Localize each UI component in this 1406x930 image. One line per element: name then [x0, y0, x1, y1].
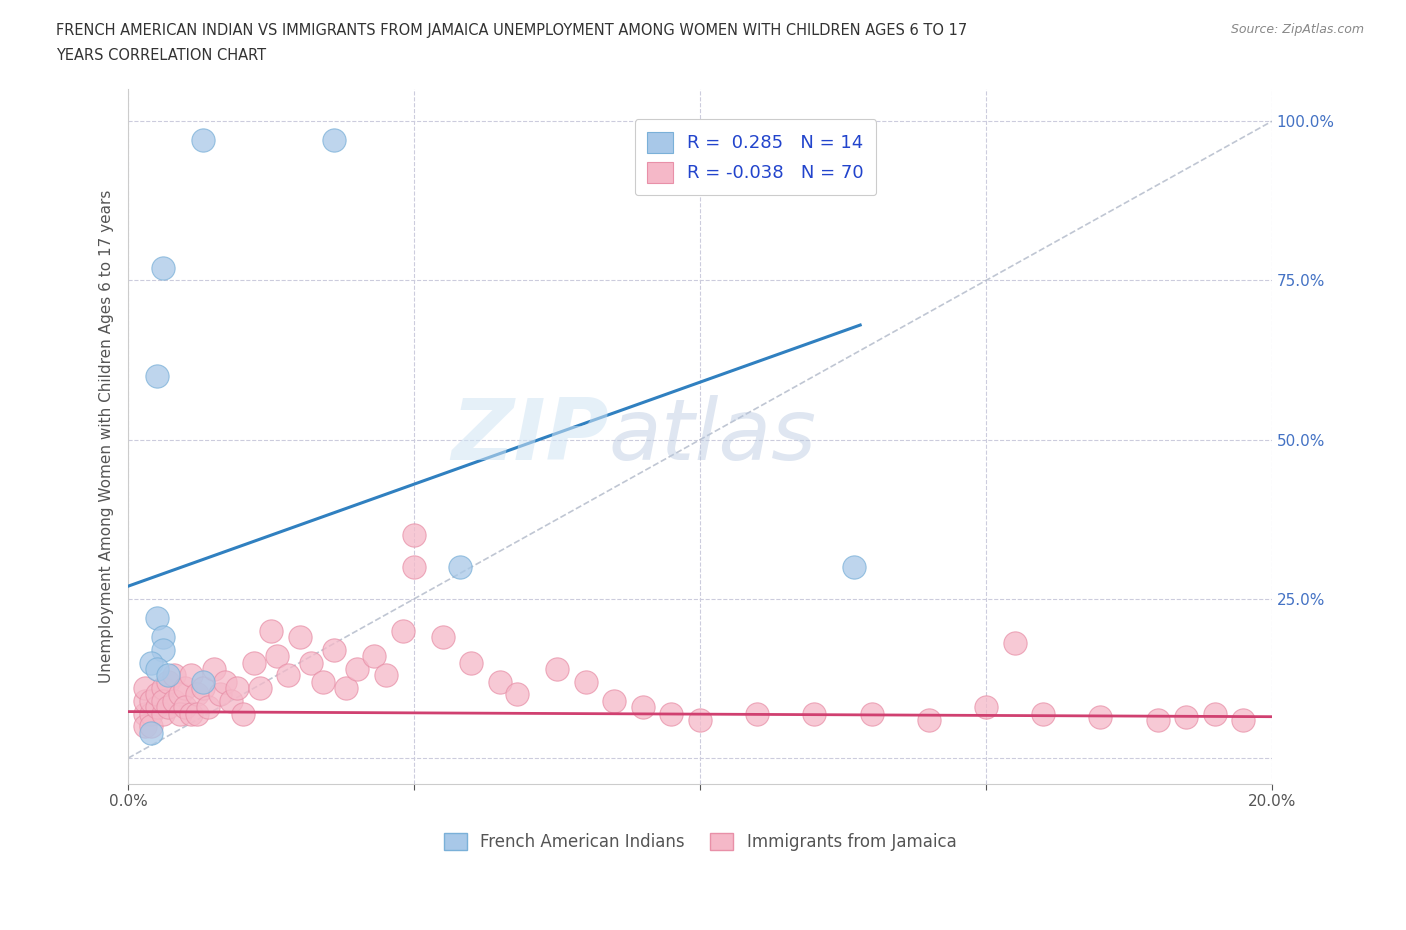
Point: [374, 668, 396, 683]
Point: [152, 694, 174, 709]
Point: [219, 694, 242, 709]
Point: [1146, 712, 1168, 727]
Point: [1004, 636, 1026, 651]
Point: [208, 687, 231, 702]
Point: [139, 719, 162, 734]
Point: [404, 527, 426, 542]
Point: [323, 643, 346, 658]
Point: [202, 661, 225, 676]
Point: [232, 706, 254, 721]
Point: [449, 560, 471, 575]
Text: FRENCH AMERICAN INDIAN VS IMMIGRANTS FROM JAMAICA UNEMPLOYMENT AMONG WOMEN WITH : FRENCH AMERICAN INDIAN VS IMMIGRANTS FRO…: [56, 23, 967, 38]
Point: [288, 630, 311, 644]
Point: [323, 133, 346, 148]
Point: [225, 681, 247, 696]
Point: [1204, 706, 1226, 721]
Point: [460, 655, 482, 670]
Point: [603, 694, 626, 709]
Point: [152, 260, 174, 275]
Point: [152, 706, 174, 721]
Point: [146, 661, 169, 676]
Point: [163, 668, 186, 683]
Point: [146, 610, 169, 625]
Point: [174, 681, 197, 696]
Y-axis label: Unemployment Among Women with Children Ages 6 to 17 years: Unemployment Among Women with Children A…: [100, 190, 114, 684]
Point: [661, 706, 683, 721]
Text: YEARS CORRELATION CHART: YEARS CORRELATION CHART: [56, 48, 266, 63]
Point: [180, 668, 202, 683]
Point: [169, 687, 191, 702]
Point: [191, 681, 214, 696]
Point: [311, 674, 333, 689]
Point: [163, 694, 186, 709]
Point: [186, 687, 208, 702]
Point: [169, 706, 191, 721]
Point: [157, 668, 180, 683]
Point: [335, 681, 357, 696]
Point: [139, 706, 162, 721]
Point: [146, 368, 169, 383]
Point: [918, 712, 941, 727]
Point: [803, 706, 825, 721]
Point: [197, 699, 219, 714]
Point: [1090, 710, 1112, 724]
Point: [214, 674, 236, 689]
Point: [1232, 712, 1254, 727]
Point: [146, 687, 169, 702]
Text: atlas: atlas: [609, 395, 817, 478]
Point: [391, 623, 413, 638]
Point: [152, 643, 174, 658]
Point: [575, 674, 598, 689]
Point: [860, 706, 883, 721]
Point: [191, 133, 214, 148]
Text: ZIP: ZIP: [451, 395, 609, 478]
Point: [152, 630, 174, 644]
Point: [489, 674, 512, 689]
Point: [747, 706, 769, 721]
Point: [404, 560, 426, 575]
Point: [974, 699, 997, 714]
Point: [157, 674, 180, 689]
Point: [277, 668, 299, 683]
Point: [299, 655, 322, 670]
Point: [346, 661, 368, 676]
Point: [146, 699, 169, 714]
Point: [134, 681, 156, 696]
Point: [506, 687, 529, 702]
Point: [180, 706, 202, 721]
Point: [186, 706, 208, 721]
Point: [191, 674, 214, 689]
Point: [157, 699, 180, 714]
Point: [134, 694, 156, 709]
Point: [1175, 710, 1198, 724]
Point: [432, 630, 454, 644]
Point: [260, 623, 283, 638]
Text: Source: ZipAtlas.com: Source: ZipAtlas.com: [1230, 23, 1364, 36]
Legend: French American Indians, Immigrants from Jamaica: French American Indians, Immigrants from…: [437, 827, 963, 858]
Point: [1032, 706, 1054, 721]
Point: [134, 719, 156, 734]
Point: [139, 725, 162, 740]
Point: [134, 706, 156, 721]
Point: [139, 655, 162, 670]
Point: [363, 649, 385, 664]
Point: [689, 712, 711, 727]
Point: [174, 699, 197, 714]
Point: [139, 694, 162, 709]
Point: [249, 681, 271, 696]
Point: [546, 661, 568, 676]
Point: [844, 560, 866, 575]
Point: [243, 655, 266, 670]
Point: [266, 649, 288, 664]
Point: [631, 699, 654, 714]
Point: [152, 681, 174, 696]
